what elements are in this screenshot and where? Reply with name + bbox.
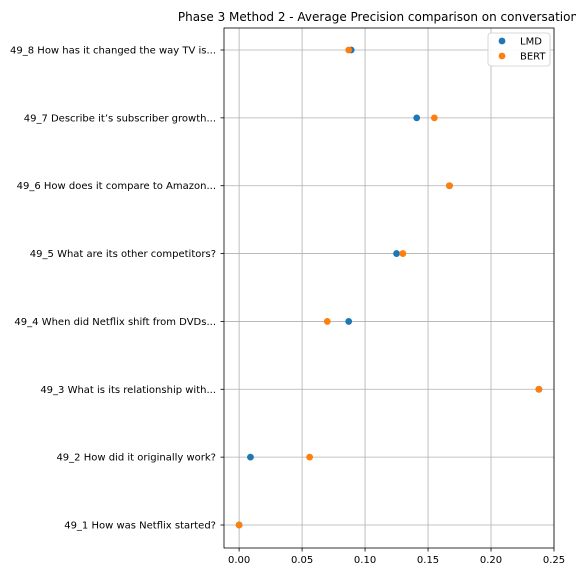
data-point-lmd [345,318,353,325]
data-point-lmd [393,250,400,257]
x-tick-label: 0.10 [354,555,376,566]
data-point-lmd [413,114,421,122]
y-tick-label: 49_8 How has it changed the way TV is... [10,46,216,57]
legend: LMD BERT [487,32,551,67]
legend-label: BERT [520,52,546,63]
y-tick-label: 49_1 How was Netflix started? [64,521,216,532]
data-point-bert [345,46,353,54]
y-tick-label: 49_6 How does it compare to Amazon... [17,181,216,192]
data-point-bert [235,521,243,529]
x-tick-label: 0.20 [480,555,502,566]
x-tick-label: 0.05 [291,555,313,566]
legend-marker-bert [498,52,506,60]
data-point-bert [535,385,543,393]
data-point-bert [399,250,407,257]
x-tick-label: 0.00 [228,555,250,566]
y-tick-label: 49_4 When did Netflix shift from DVDs... [14,317,216,328]
y-tick-label: 49_5 What are its other competitors? [30,249,216,260]
data-point-bert [306,453,314,461]
data-points [235,46,543,529]
x-axis: 0.00 0.05 0.10 0.15 0.20 0.25 [228,548,565,566]
data-point-lmd [247,453,254,461]
legend-marker-lmd [498,37,506,45]
y-tick-label: 49_3 What is its relationship with... [40,385,216,396]
y-tick-label: 49_7 Describe it’s subscriber growth... [24,113,216,124]
x-tick-label: 0.25 [543,555,565,566]
plot-area-frame [223,27,555,549]
data-point-bert [446,182,453,190]
data-point-bert [430,114,438,122]
y-tick-label: 49_2 How did it originally work? [56,453,216,464]
legend-label: LMD [520,37,542,48]
chart-title: Phase 3 Method 2 - Average Precision com… [178,10,576,24]
x-tick-label: 0.15 [417,555,439,566]
y-axis: 49_1 How was Netflix started? 49_2 How di… [10,46,224,532]
data-point-bert [323,318,331,325]
